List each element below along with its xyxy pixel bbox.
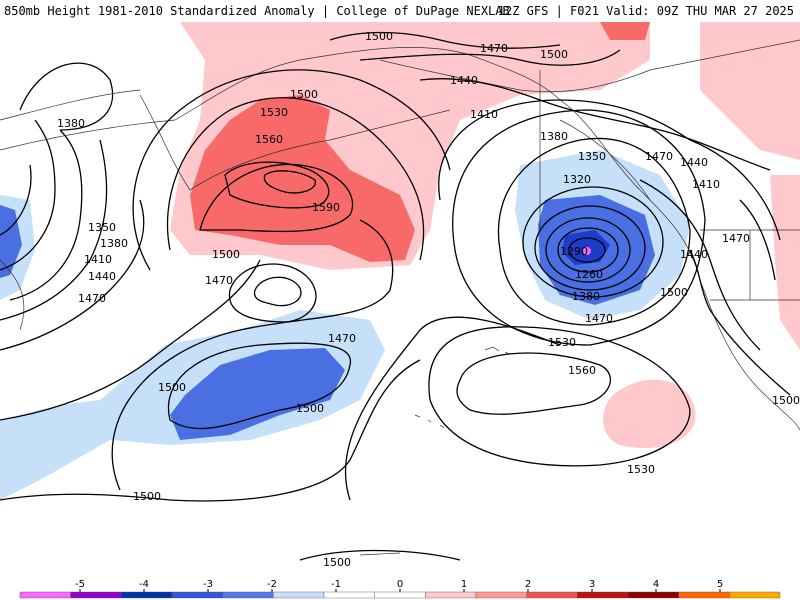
colorbar-swatch	[19, 591, 71, 599]
contour-label: 1440	[680, 248, 708, 261]
extreme-negative-anomaly	[583, 247, 591, 255]
colorbar-labels: -5 -4 -3 -2 -1 0 1 2 3 4 5	[75, 579, 723, 592]
contour-label: 1590	[312, 201, 340, 214]
map-title: 850mb Height 1981-2010 Standardized Anom…	[4, 4, 510, 18]
anomaly-shading	[0, 22, 800, 500]
colorbar-tick-label: -2	[267, 579, 277, 590]
contour-labels: 1500 1470 1440 1410 1380 1350 1320 1290 …	[57, 30, 800, 569]
contour-label: 1470	[480, 42, 508, 55]
contour-label: 1410	[692, 178, 720, 191]
contour-label: 1500	[158, 381, 186, 394]
contour-label: 1560	[255, 133, 283, 146]
contour-label: 1410	[84, 253, 112, 266]
colorbar-swatch	[222, 591, 274, 599]
colorbar-swatch	[273, 591, 325, 599]
contour-label: 1530	[260, 106, 288, 119]
contour-label: 1530	[627, 463, 655, 476]
colorbar-tick-label: -4	[139, 579, 149, 590]
colorbar-tick-label: 4	[653, 579, 659, 590]
contour-label: 1350	[578, 150, 606, 163]
contour-label: 1500	[660, 286, 688, 299]
contour-label: 1440	[680, 156, 708, 169]
colorbar-swatch	[729, 591, 781, 599]
contour-label: 1350	[88, 221, 116, 234]
colorbar-swatch	[171, 591, 223, 599]
strong-positive-anomaly	[190, 95, 415, 262]
colorbar-swatch	[577, 591, 629, 599]
contour-label: 1320	[563, 173, 591, 186]
colorbar-legend: -5 -4 -3 -2 -1 0 1 2 3 4 5	[0, 576, 800, 600]
colorbar-swatch	[323, 591, 375, 599]
height-contours	[0, 31, 791, 561]
contour-label: 1380	[572, 290, 600, 303]
contour-label: 1290	[560, 245, 588, 258]
contour-label: 1500	[212, 248, 240, 261]
contour-label: 1500	[540, 48, 568, 61]
coastlines	[0, 39, 800, 556]
colorbar-swatch	[121, 591, 173, 599]
colorbar-swatch	[374, 591, 426, 599]
positive-anomaly-region	[770, 175, 800, 350]
contour-label: 1500	[323, 556, 351, 569]
colorbar-tick-label: -5	[75, 579, 85, 590]
colorbar-tick-label: 2	[525, 579, 531, 590]
contour-label: 1560	[568, 364, 596, 377]
contour-label: 1380	[57, 117, 85, 130]
contour-label: 1500	[290, 88, 318, 101]
colorbar-swatches	[19, 591, 781, 599]
positive-anomaly-region	[603, 379, 696, 449]
contour-label: 1470	[205, 274, 233, 287]
contour-label: 1380	[100, 237, 128, 250]
colorbar-swatch	[475, 591, 527, 599]
colorbar-tick-label: 5	[717, 579, 723, 590]
contour-label: 1410	[470, 108, 498, 121]
colorbar-swatch	[678, 591, 730, 599]
contour-label: 1380	[540, 130, 568, 143]
contour-label: 1500	[296, 402, 324, 415]
contour-label: 1260	[575, 268, 603, 281]
colorbar-swatch	[526, 591, 578, 599]
contour-label: 1500	[133, 490, 161, 503]
strong-negative-anomaly	[170, 348, 345, 440]
colorbar-tick-label: -1	[331, 579, 341, 590]
contour-label: 1470	[78, 292, 106, 305]
contour-label: 1440	[88, 270, 116, 283]
positive-anomaly-region	[700, 22, 800, 160]
colorbar-tick-label: -3	[203, 579, 213, 590]
colorbar-tick-label: 0	[397, 579, 403, 590]
title-bar: 850mb Height 1981-2010 Standardized Anom…	[0, 0, 800, 22]
contour-label: 1500	[772, 394, 800, 407]
contour-label: 1440	[450, 74, 478, 87]
contour-label: 1470	[585, 312, 613, 325]
colorbar-swatch	[70, 591, 122, 599]
contour-label: 1500	[365, 30, 393, 43]
colorbar-swatch	[425, 591, 477, 599]
contour-label: 1470	[722, 232, 750, 245]
strong-positive-anomaly	[600, 22, 650, 40]
colorbar-swatch	[627, 591, 679, 599]
contour-label: 1470	[645, 150, 673, 163]
model-run-info: 12Z GFS | F021 Valid: 09Z THU MAR 27 202…	[497, 4, 794, 18]
colorbar-tick-label: 1	[461, 579, 467, 590]
strong-negative-anomaly	[0, 205, 22, 278]
anomaly-map: 1500 1470 1440 1410 1380 1350 1320 1290 …	[0, 22, 800, 569]
contour-label: 1530	[548, 336, 576, 349]
contour-label: 1470	[328, 332, 356, 345]
colorbar-tick-label: 3	[589, 579, 595, 590]
